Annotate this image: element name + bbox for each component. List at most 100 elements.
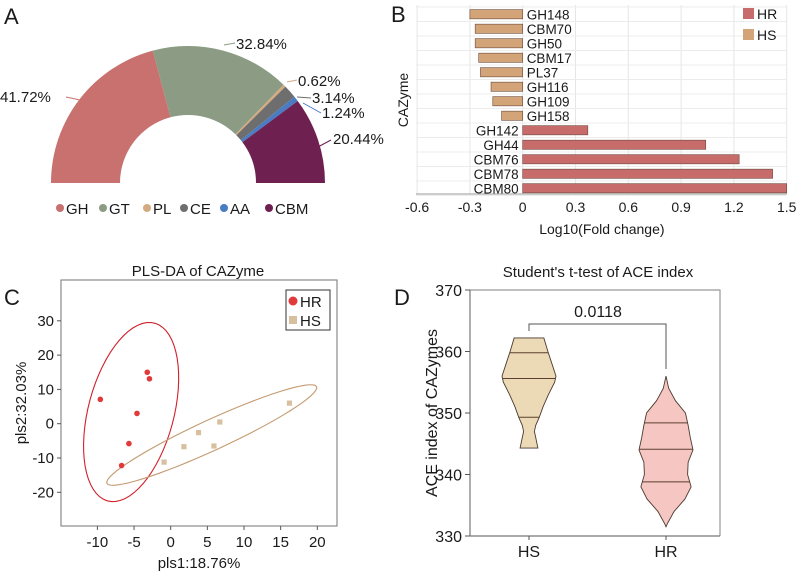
x-tick-label: 0: [519, 199, 527, 215]
panel-letter-b: B: [391, 2, 406, 27]
panel-d-violin: [465, 289, 721, 540]
point-hs: [286, 400, 293, 406]
significance-bracket: [528, 323, 667, 369]
legend-marker-pl: [143, 204, 151, 212]
legend-marker-hs: [289, 316, 297, 324]
slice-label-gh: 41.72%: [0, 89, 51, 106]
legend-label-hs: HS: [757, 27, 776, 43]
x-tick-label: 0.3: [566, 199, 586, 215]
legend-label-hs: HS: [300, 313, 321, 330]
bar-pl37: [480, 67, 523, 78]
point-hr: [144, 369, 151, 376]
bar-label-cbm70: CBM70: [527, 22, 572, 37]
bar-gh158: [501, 110, 523, 121]
y-axis-label: ACE index of CAZymes: [424, 329, 441, 497]
x-tick-label: 0.6: [619, 199, 639, 215]
leader-line: [286, 79, 298, 83]
bar-label-pl37: PL37: [527, 65, 559, 80]
y-tick-label: -10: [32, 450, 54, 467]
point-hs: [211, 443, 217, 449]
x-tick-label: 20: [309, 534, 326, 551]
slice-label-ce: 3.14%: [312, 90, 355, 107]
leader-line: [296, 96, 312, 99]
slice-gh: [51, 50, 171, 184]
bar-gh109: [492, 96, 523, 107]
legend-marker-hr: [743, 8, 754, 19]
point-hs: [217, 419, 223, 425]
legend-label-hr: HR: [757, 6, 777, 22]
x-tick-label: -0.6: [405, 199, 429, 215]
bar-label-cbm78: CBM78: [474, 167, 519, 182]
x-tick-label-hs: HS: [518, 544, 540, 561]
legend-label-gt: GT: [109, 201, 130, 218]
y-tick-label: 10: [37, 381, 54, 398]
legend-marker-ce: [180, 204, 188, 212]
bar-gh148: [469, 9, 523, 20]
point-hs: [181, 444, 187, 450]
bar-cbm70: [474, 23, 523, 34]
point-hr: [146, 375, 153, 382]
slice-cbm: [242, 100, 325, 183]
panel-c-scatter: [57, 279, 338, 530]
bar-label-cbm76: CBM76: [474, 152, 519, 167]
legend-marker-aa: [220, 204, 228, 212]
point-hr: [97, 396, 104, 403]
slice-pl: [235, 84, 286, 136]
point-hr: [118, 462, 125, 469]
x-tick-label: 10: [236, 534, 253, 551]
slice-gt: [152, 46, 284, 135]
plot-frame: [60, 279, 338, 527]
bar-cbm76: [522, 154, 740, 165]
y-tick-label: 20: [37, 347, 54, 364]
y-tick-label: 30: [37, 313, 54, 330]
slice-label-gt: 32.84%: [236, 36, 287, 53]
bar-label-gh116: GH116: [527, 80, 569, 95]
x-tick-label: 1.5: [777, 199, 797, 215]
x-tick-label: -0.3: [458, 199, 482, 215]
y-tick-label: 0: [46, 416, 54, 433]
slice-ce: [236, 86, 295, 141]
point-hs: [195, 430, 202, 436]
bar-label-gh148: GH148: [527, 7, 570, 22]
slice-label-pl: 0.62%: [298, 73, 341, 90]
legend-label-ce: CE: [190, 201, 211, 218]
y-tick-label: 360: [435, 345, 462, 362]
leader-line: [223, 42, 236, 46]
bar-label-cbm17: CBM17: [527, 51, 572, 66]
legend-label-gh: GH: [66, 201, 89, 218]
legend-label-aa: AA: [230, 201, 250, 218]
legend-marker-gh: [56, 204, 64, 212]
leader-line: [65, 96, 81, 101]
legend-marker-cbm: [265, 204, 273, 212]
bar-label-gh50: GH50: [527, 36, 562, 51]
legend-marker-gt: [99, 204, 107, 212]
y-tick-label: 340: [435, 468, 462, 485]
leader-line: [302, 102, 322, 114]
plot-frame: [470, 289, 721, 536]
x-axis-label: Log10(Fold change): [539, 221, 664, 237]
bar-gh142: [522, 125, 589, 136]
slice-aa: [240, 96, 298, 143]
chart-title: Student's t-test of ACE index: [503, 264, 694, 281]
violin-hs: [501, 337, 557, 449]
violin-hr: [638, 376, 694, 528]
x-axis-label: pls1:18.76%: [158, 555, 241, 572]
x-tick-label: -5: [127, 534, 140, 551]
confidence-ellipse-hs: [106, 384, 318, 486]
point-hr: [126, 440, 132, 447]
bar-label-gh142: GH142: [476, 123, 519, 138]
panel-b-bar-chart: [416, 5, 788, 196]
slice-label-cbm: 20.44%: [333, 131, 384, 148]
confidence-ellipse-hr: [83, 321, 180, 503]
bar-label-gh44: GH44: [483, 138, 519, 153]
y-axis-label: CAZyme: [395, 73, 411, 128]
point-hs: [161, 459, 167, 465]
panel-letter-a: A: [4, 4, 19, 29]
x-tick-label-hr: HR: [654, 544, 677, 561]
x-tick-label: -10: [87, 534, 109, 551]
p-value-label: 0.0118: [574, 304, 622, 321]
y-tick-label: 330: [435, 529, 462, 546]
legend-label-pl: PL: [153, 201, 171, 218]
legend-marker-hs: [743, 29, 754, 40]
